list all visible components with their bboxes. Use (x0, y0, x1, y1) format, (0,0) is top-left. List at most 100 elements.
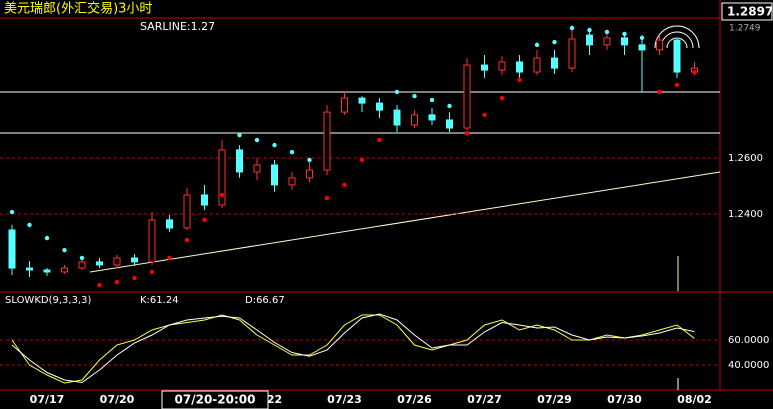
sar-dot (149, 269, 155, 275)
candle-body (603, 37, 611, 46)
candle-body (411, 114, 418, 126)
candle-body (253, 164, 261, 173)
sar-dot (307, 157, 312, 163)
sar-dot (447, 103, 452, 109)
sar-dot (394, 89, 400, 95)
kd-line (11, 314, 695, 384)
indicator-label: SARLINE:1.27 (140, 20, 215, 33)
kd-line (11, 313, 695, 384)
candle-body (463, 64, 471, 129)
sar-dot (167, 255, 172, 261)
price-box (721, 2, 773, 21)
x-tick-label: 07/17 (30, 393, 65, 406)
sar-dot (254, 137, 260, 143)
candle-body (218, 149, 226, 206)
sar-dot (517, 77, 522, 83)
candle-body (586, 34, 593, 46)
y-tick-label: 1.2600 (728, 153, 763, 164)
sar-dot (237, 132, 242, 138)
x-tick-label: 07/27 (467, 393, 502, 406)
candle-body (131, 257, 138, 263)
candle-body (166, 219, 173, 229)
sar-dot (569, 25, 575, 31)
sar-dot (412, 93, 417, 99)
x-tick-label: 07/26 (397, 393, 432, 406)
y-tick-label: 60.0000 (728, 335, 769, 346)
sar-dot (587, 27, 592, 33)
sar-dot (604, 29, 610, 35)
candle-body (113, 257, 121, 266)
current-price: 1.2897 (727, 5, 773, 19)
chart-title: 美元瑞郎(外汇交易)3小时 (4, 1, 152, 17)
k-label: K:61.24 (140, 295, 179, 306)
candle-body (446, 119, 453, 129)
candle-body (8, 229, 16, 269)
sar-dot (79, 255, 85, 261)
candle-body (621, 37, 628, 46)
sar-dot (359, 157, 365, 163)
candle-body (393, 109, 401, 126)
candle-body (638, 44, 646, 51)
sar-dot (657, 89, 662, 95)
candle-body (533, 57, 541, 73)
sar-dot (692, 69, 697, 75)
sar-dot (639, 35, 645, 41)
sar-dot (674, 82, 680, 88)
candle-body (78, 261, 86, 269)
sar-dot (184, 237, 190, 243)
x-tick-label: 07/30 (607, 393, 642, 406)
sar-dot (464, 130, 470, 136)
kd-label: SLOWKD(9,3,3,3) (5, 295, 91, 306)
sar-dot (9, 209, 15, 215)
sar-dot (534, 42, 540, 48)
candle-body (481, 64, 488, 71)
candle-body (656, 39, 663, 51)
sar-dot (429, 97, 435, 103)
x-tick-label: 08/02 (677, 393, 712, 406)
candle-body (551, 57, 558, 69)
candle-body (516, 61, 523, 73)
sar-dot (27, 222, 32, 228)
sar-dot (622, 31, 627, 37)
cursor-box (161, 390, 269, 409)
x-tick-label: 07/29 (537, 393, 572, 406)
candle-body (306, 169, 313, 179)
sar-dot (324, 195, 330, 201)
candle-body (236, 149, 243, 173)
sar-dot (342, 182, 347, 188)
sar-dot (62, 247, 67, 253)
candle-body (341, 97, 348, 113)
candle-body (148, 219, 156, 263)
candle-body (201, 194, 208, 206)
x-tick-label: 07/23 (327, 393, 362, 406)
sar-dot (97, 282, 102, 288)
candle-body (673, 39, 681, 73)
candle-body (288, 177, 296, 186)
candle-body (428, 114, 436, 121)
y-tick-label: 1.2400 (728, 209, 763, 220)
cursor-label: 07/20-20:00 (175, 393, 256, 407)
candle-body (271, 164, 278, 186)
y-tick-label: 40.0000 (728, 360, 769, 371)
candle-body (183, 194, 191, 229)
sar-dot (289, 149, 295, 155)
candle-body (358, 97, 366, 104)
candle-body (568, 38, 576, 69)
candle-body (96, 261, 103, 266)
candle-body (43, 269, 51, 273)
d-label: D:66.67 (245, 295, 285, 306)
sar-dot (552, 39, 557, 45)
sar-dot (272, 142, 277, 148)
sar-dot (114, 279, 120, 285)
trend-line (89, 171, 721, 273)
sar-dot (482, 112, 487, 118)
candle-body (323, 111, 331, 171)
candle-body (26, 267, 33, 271)
sar-dot (499, 95, 505, 101)
sar-dot (377, 137, 382, 143)
sar-dot (44, 235, 50, 241)
candle-body (376, 102, 383, 111)
sar-dot (132, 275, 137, 281)
